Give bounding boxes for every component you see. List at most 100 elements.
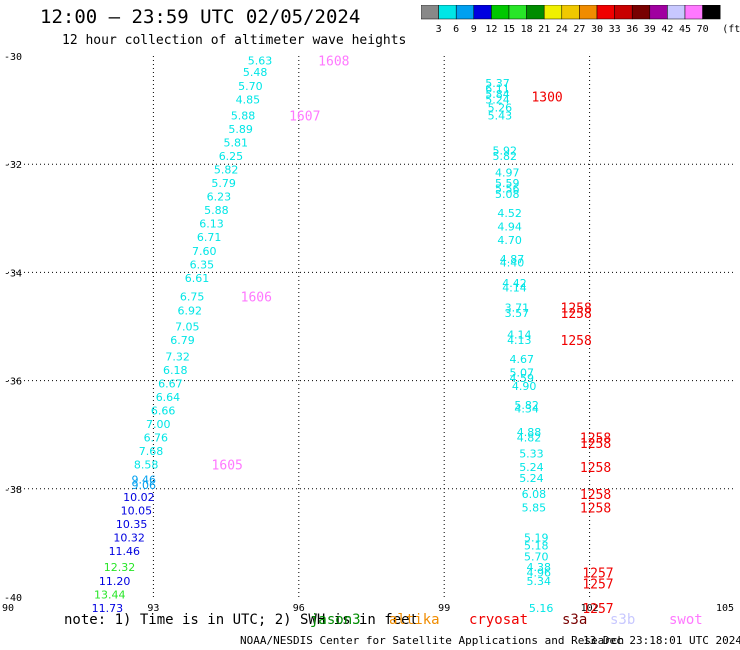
wave-height-label: 5.19: [524, 531, 549, 544]
wave-height-label: 6.11: [485, 82, 510, 95]
satellite-altika: altika: [389, 612, 440, 628]
colorbar-label: 6: [453, 24, 459, 35]
wave-height-label: 4.38: [526, 561, 551, 574]
satellite-swot: swot: [669, 612, 703, 628]
wave-height-label: 5.16: [529, 602, 554, 615]
wave-height-label: 4.96: [526, 567, 551, 580]
wave-height-label: 4.40: [500, 257, 525, 270]
wave-height-label: 5.07: [509, 366, 534, 379]
wave-height-label: 4.59: [509, 372, 534, 385]
wave-height-label: 5.18: [524, 540, 549, 553]
wave-height-label: 7.60: [192, 245, 217, 258]
colorbar-swatch: [702, 5, 721, 20]
wave-height-label: 5.70: [524, 550, 549, 563]
wave-height-label: 5.24: [485, 93, 510, 106]
wave-height-label: 4.13: [507, 334, 532, 347]
wave-height-label: 6.66: [151, 404, 176, 417]
x-tick-label: 96: [293, 603, 305, 614]
colorbar-label: 42: [661, 24, 673, 35]
colorbar-label: 9: [471, 24, 477, 35]
wave-height-label: 5.37: [485, 77, 510, 90]
wave-height-label: 7.68: [139, 445, 164, 458]
wave-height-label: 4.88: [517, 426, 542, 439]
wave-height-label: 7.00: [146, 418, 171, 431]
wave-height-label: 6.75: [180, 291, 205, 304]
wave-height-label: 5.48: [243, 66, 268, 79]
pass-time-label: 1258: [580, 502, 611, 517]
wave-height-label: 6.67: [158, 377, 183, 390]
wave-height-label: 4.90: [512, 380, 537, 393]
wave-height-label: 9.46: [131, 474, 156, 487]
wave-height-label: 5.92: [493, 145, 518, 158]
pass-time-label: 1257: [582, 577, 613, 592]
y-tick-label: -32: [4, 160, 22, 171]
wave-height-label: 6.13: [199, 218, 224, 231]
wave-height-label: 5.08: [495, 188, 520, 201]
wave-height-label: 5.79: [211, 177, 236, 190]
wave-height-label: 4.67: [509, 353, 534, 366]
wave-height-label: 4.85: [236, 93, 261, 106]
wave-height-label: 6.92: [178, 304, 203, 317]
wave-height-label: 5.59: [495, 177, 520, 190]
colorbar-label: 18: [521, 24, 533, 35]
x-tick-label: 99: [438, 603, 450, 614]
pass-time-label: 1258: [580, 431, 611, 446]
wave-height-label: 5.34: [526, 575, 551, 588]
wave-height-label: 6.71: [197, 231, 222, 244]
wave-height-label: 6.35: [190, 258, 215, 271]
wave-height-label: 3.71: [505, 302, 530, 315]
wave-height-label: 4.42: [502, 277, 527, 290]
wave-height-label: 7.32: [165, 350, 190, 363]
wave-height-label: 6.25: [219, 150, 244, 163]
colorbar-label: 33: [609, 24, 621, 35]
wave-height-label: 5.84: [485, 88, 510, 101]
wave-height-label: 4.97: [495, 166, 520, 179]
wave-height-label: 10.35: [116, 518, 148, 531]
wave-height-label: 5.85: [522, 502, 547, 515]
y-tick-label: -36: [4, 377, 22, 388]
colorbar-label: 3: [436, 24, 442, 35]
pass-time-label: 1605: [212, 458, 243, 473]
wave-height-label: 5.43: [488, 110, 513, 123]
wave-height-label: 9.06: [131, 479, 156, 492]
wave-height-label: 5.89: [228, 123, 253, 136]
x-tick-label: 105: [716, 603, 734, 614]
colorbar-label: 12: [485, 24, 497, 35]
y-tick-label: -30: [4, 52, 22, 63]
wave-height-label: 11.20: [99, 575, 131, 588]
wave-height-label: 5.56: [495, 183, 520, 196]
colorbar-label: 36: [626, 24, 638, 35]
pass-time-label: 1258: [580, 437, 611, 452]
wave-height-label: 4.52: [497, 207, 522, 220]
colorbar-label: 30: [591, 24, 603, 35]
wave-height-label: 6.61: [185, 272, 210, 285]
wave-height-label: 5.82: [493, 150, 518, 163]
wave-height-label: 5.24: [519, 461, 544, 474]
x-tick-label: 90: [2, 603, 14, 614]
colorbar-label: 27: [573, 24, 585, 35]
wave-height-label: 4.14: [507, 329, 532, 342]
wave-height-label: 5.33: [519, 448, 544, 461]
colorbar-label: 39: [644, 24, 656, 35]
x-tick-label: 102: [581, 603, 599, 614]
wave-height-label: 4.34: [514, 403, 539, 416]
wave-height-label: 4.70: [497, 234, 522, 247]
wave-height-label: 5.82: [214, 164, 239, 177]
pass-time-label: 1258: [580, 488, 611, 503]
satellite-cryosat: cryosat: [469, 612, 529, 628]
colorbar-label: 45: [679, 24, 691, 35]
y-tick-label: -34: [4, 268, 22, 279]
wave-height-label: 5.26: [488, 101, 513, 114]
pass-time-label: 1607: [289, 110, 320, 125]
wave-height-label: 5.24: [519, 472, 544, 485]
wave-height-label: 10.05: [121, 504, 153, 517]
wave-height-label: 6.76: [144, 431, 169, 444]
wave-height-label: 3.57: [505, 307, 530, 320]
wave-height-label: 5.81: [224, 137, 249, 150]
wave-height-label: 12.32: [104, 561, 136, 574]
colorbar-label: 24: [556, 24, 568, 35]
wave-height-label: 5.88: [204, 204, 229, 217]
wave-height-label: 11.73: [92, 602, 124, 615]
wave-height-label: 5.88: [231, 110, 256, 123]
credit-text: NOAA/NESDIS Center for Satellite Applica…: [240, 634, 625, 647]
